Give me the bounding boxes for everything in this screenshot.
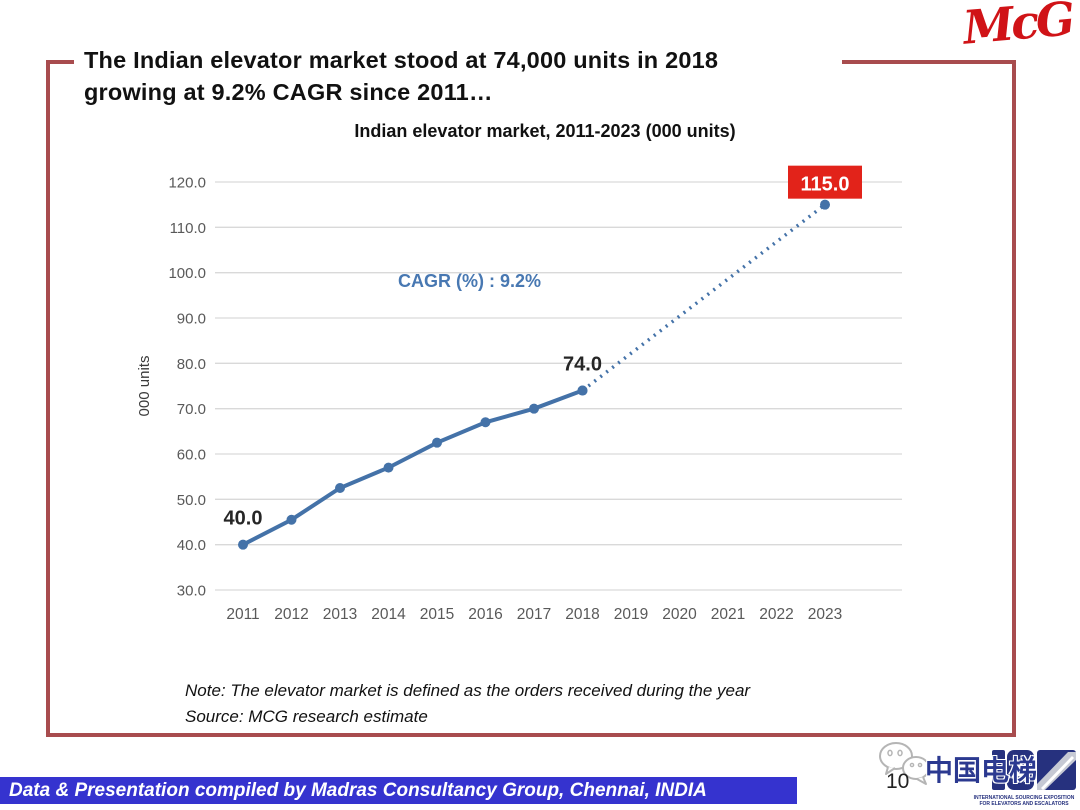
- footer-banner: Data & Presentation compiled by Madras C…: [0, 777, 797, 804]
- y-tick-label: 120.0: [168, 175, 206, 192]
- data-point: [480, 417, 491, 428]
- x-tick-label: 2011: [226, 606, 259, 623]
- y-tick-label: 50.0: [177, 492, 206, 509]
- mcg-logo: McG: [960, 0, 1075, 55]
- note-definition: Note: The elevator market is defined as …: [185, 681, 751, 700]
- data-point: [432, 437, 442, 448]
- chart-canvas: 30.0 40.0 50.0 60.0 70.0 80.0 90.0 100.0 110.0 12…: [136, 165, 902, 623]
- x-tick-label: 2020: [662, 606, 697, 623]
- frame-border-left: [46, 60, 50, 737]
- x-tick-label: 2019: [614, 606, 648, 623]
- x-tick-label: 2015: [420, 606, 454, 623]
- series-line-solid: [242, 388, 584, 547]
- data-point: [529, 403, 539, 414]
- slide-heading-line1: The Indian elevator market stood at 74,0…: [84, 47, 719, 73]
- annotation-box: [788, 165, 862, 199]
- annotation-label: 115.0: [801, 174, 850, 196]
- slide-heading: The Indian elevator market stood at 74,0…: [84, 44, 864, 108]
- data-point: [335, 483, 345, 493]
- frame-border-top-left: [46, 60, 74, 64]
- y-tick-label: 110.0: [170, 220, 206, 237]
- frame-border-right: [1012, 60, 1016, 737]
- x-tick-label: 2012: [274, 606, 308, 623]
- expo-caption-line2: FOR ELEVATORS AND ESCALATORS: [979, 801, 1069, 807]
- x-tick-label: 2018: [565, 606, 599, 623]
- china-elevator-logo-text: 中国电梯: [925, 755, 1038, 786]
- data-point: [383, 462, 394, 473]
- y-tick-label: 80.0: [177, 356, 206, 373]
- frame-border-top-right: [842, 60, 1016, 64]
- y-tick-label: 30.0: [177, 583, 206, 600]
- expo-logo-graphic: [992, 750, 1076, 790]
- y-tick-label: 40.0: [177, 537, 206, 554]
- data-point: [820, 199, 830, 210]
- x-tick-label: 2023: [808, 606, 842, 623]
- frame-border-bottom: [46, 733, 1016, 737]
- note-source: Source: MCG research estimate: [185, 706, 428, 726]
- y-tick-label: 100.0: [168, 265, 206, 282]
- y-tick-label: 60.0: [177, 447, 206, 464]
- x-tick-label: 2021: [711, 606, 745, 623]
- expo-caption-line1: INTERNATIONAL SOURCING EXPOSITION: [973, 795, 1075, 801]
- elevator-market-chart: Indian elevator market, 2011-2023 (000 u…: [130, 115, 920, 640]
- x-tick-label: 2022: [759, 606, 793, 623]
- page-number: 10: [886, 770, 910, 793]
- slide-heading-line2: growing at 9.2% CAGR since 2011…: [84, 79, 493, 105]
- annotation-label: 74.0: [563, 354, 602, 376]
- cagr-label: CAGR (%) : 9.2%: [398, 271, 541, 291]
- x-tick-label: 2014: [371, 606, 406, 623]
- wechat-icon: [879, 742, 930, 785]
- chart-notes: Note: The elevator market is defined as …: [185, 678, 750, 729]
- annotation-label: 40.0: [224, 508, 263, 530]
- x-tick-label: 2016: [468, 606, 502, 623]
- series-line-dotted: [581, 203, 827, 392]
- x-tick-label: 2013: [323, 606, 357, 623]
- data-point: [286, 514, 297, 525]
- y-tick-label: 70.0: [177, 401, 206, 418]
- data-point: [577, 385, 588, 396]
- y-axis-title: 000 units: [136, 356, 153, 417]
- chart-title: Indian elevator market, 2011-2023 (000 u…: [354, 121, 736, 141]
- expo-logo-caption: INTERNATIONAL SOURCING EXPOSITION FOR EL…: [968, 795, 1080, 807]
- x-tick-label: 2017: [517, 606, 551, 623]
- data-point: [238, 539, 248, 550]
- y-tick-label: 90.0: [177, 311, 206, 328]
